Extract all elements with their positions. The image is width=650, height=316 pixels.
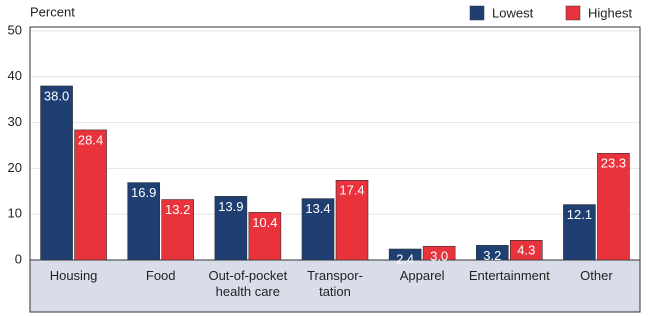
bar: [161, 199, 195, 261]
value-label: 17.4: [339, 183, 364, 198]
legend-swatch: [565, 5, 581, 21]
plot-frame: [29, 26, 641, 313]
value-label: 28.4: [78, 132, 103, 147]
x-tick-label: Other: [580, 268, 613, 283]
legend-label: Lowest: [492, 5, 534, 20]
value-label: 12.1: [567, 207, 592, 222]
value-label: 23.3: [601, 156, 626, 171]
value-label: 13.9: [218, 199, 243, 214]
y-tick-label: 40: [8, 68, 22, 83]
bar: [563, 204, 596, 261]
value-label: 13.2: [165, 202, 190, 217]
x-tick-label: Housing: [49, 268, 98, 283]
value-label: 16.9: [131, 185, 156, 200]
bar: [301, 198, 335, 261]
y-tick-label: 10: [8, 206, 22, 221]
y-axis-label: Percent: [30, 4, 75, 19]
value-label: 4.3: [517, 243, 535, 258]
bar: [597, 152, 630, 261]
legend-swatch: [469, 5, 485, 21]
bar: [422, 245, 456, 261]
x-tick-label: Out-of-pocket health care: [208, 268, 288, 299]
bar: [248, 212, 282, 261]
x-tick-label: Entertainment: [468, 268, 550, 283]
bar: [74, 129, 107, 261]
value-label: 10.4: [252, 215, 277, 230]
y-tick-label: 20: [8, 160, 22, 175]
x-tick-label: Food: [145, 268, 176, 283]
value-label: 2.4: [396, 251, 414, 266]
bar: [127, 182, 161, 261]
bar: [475, 245, 509, 261]
bar: [335, 180, 369, 261]
bar: [40, 85, 73, 261]
value-label: 3.0: [430, 249, 448, 264]
bar: [388, 248, 422, 261]
value-label: 38.0: [44, 88, 69, 103]
legend-label: Highest: [588, 5, 632, 20]
y-tick-label: 0: [15, 251, 22, 266]
value-label: 3.2: [483, 248, 501, 263]
category-band: [30, 260, 640, 312]
bar: [509, 240, 543, 261]
y-tick-label: 30: [8, 114, 22, 129]
x-tick-label: Apparel: [399, 268, 445, 283]
value-label: 13.4: [305, 201, 330, 216]
bar: [214, 196, 248, 261]
x-tick-label: Transpor- tation: [307, 268, 363, 299]
y-tick-label: 50: [8, 22, 22, 37]
